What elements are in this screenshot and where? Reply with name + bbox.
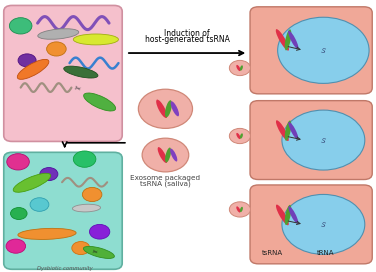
Ellipse shape	[240, 65, 243, 71]
Text: tsRNA (saliva): tsRNA (saliva)	[140, 181, 191, 187]
Circle shape	[40, 168, 58, 181]
Ellipse shape	[276, 29, 289, 51]
Ellipse shape	[171, 101, 179, 116]
Ellipse shape	[165, 100, 172, 118]
Ellipse shape	[18, 228, 76, 239]
Circle shape	[72, 242, 90, 255]
Text: host-generated tsRNA: host-generated tsRNA	[145, 35, 230, 44]
Ellipse shape	[276, 120, 289, 141]
Circle shape	[277, 17, 369, 84]
Ellipse shape	[285, 120, 291, 141]
Circle shape	[138, 89, 193, 128]
Circle shape	[89, 224, 110, 239]
Ellipse shape	[240, 207, 243, 212]
Circle shape	[73, 151, 96, 167]
FancyBboxPatch shape	[4, 5, 122, 141]
Circle shape	[229, 202, 250, 217]
Circle shape	[82, 187, 102, 202]
Ellipse shape	[156, 100, 167, 118]
Ellipse shape	[73, 34, 118, 45]
Ellipse shape	[64, 66, 98, 78]
Ellipse shape	[288, 31, 299, 49]
Ellipse shape	[236, 133, 241, 139]
Ellipse shape	[170, 149, 177, 162]
Ellipse shape	[13, 173, 51, 192]
Ellipse shape	[285, 205, 291, 225]
Circle shape	[30, 198, 49, 211]
Circle shape	[18, 54, 36, 67]
Circle shape	[229, 60, 250, 76]
Text: $\mathcal{S}$: $\mathcal{S}$	[320, 46, 327, 55]
Ellipse shape	[83, 246, 114, 258]
Text: $\mathcal{S}$: $\mathcal{S}$	[320, 135, 327, 145]
FancyBboxPatch shape	[4, 152, 122, 269]
Ellipse shape	[288, 122, 298, 139]
Ellipse shape	[288, 206, 298, 224]
Ellipse shape	[165, 147, 171, 163]
Text: ✂: ✂	[73, 83, 82, 94]
FancyBboxPatch shape	[250, 101, 372, 180]
Ellipse shape	[83, 93, 116, 111]
Ellipse shape	[158, 147, 167, 163]
FancyBboxPatch shape	[250, 185, 372, 264]
Circle shape	[9, 18, 32, 34]
Ellipse shape	[236, 65, 241, 71]
Circle shape	[11, 208, 27, 220]
Ellipse shape	[17, 59, 49, 79]
Circle shape	[142, 138, 189, 172]
Text: Dysbiotic community: Dysbiotic community	[37, 266, 92, 271]
Text: Exosome packaged: Exosome packaged	[130, 175, 200, 181]
Text: ✂: ✂	[92, 250, 98, 256]
Ellipse shape	[38, 29, 79, 39]
Ellipse shape	[240, 133, 243, 139]
Circle shape	[229, 128, 250, 144]
Text: tsRNA: tsRNA	[261, 250, 283, 256]
Ellipse shape	[73, 204, 100, 212]
Circle shape	[6, 239, 26, 253]
Ellipse shape	[276, 205, 289, 225]
Circle shape	[47, 42, 66, 56]
Text: $\mathcal{S}$: $\mathcal{S}$	[320, 220, 327, 229]
Text: tRNA: tRNA	[317, 250, 335, 256]
Ellipse shape	[285, 29, 291, 50]
Circle shape	[282, 194, 365, 254]
Ellipse shape	[236, 206, 241, 212]
Circle shape	[7, 154, 29, 170]
FancyBboxPatch shape	[250, 7, 372, 94]
Text: Induction of: Induction of	[164, 29, 210, 38]
Circle shape	[282, 110, 365, 170]
